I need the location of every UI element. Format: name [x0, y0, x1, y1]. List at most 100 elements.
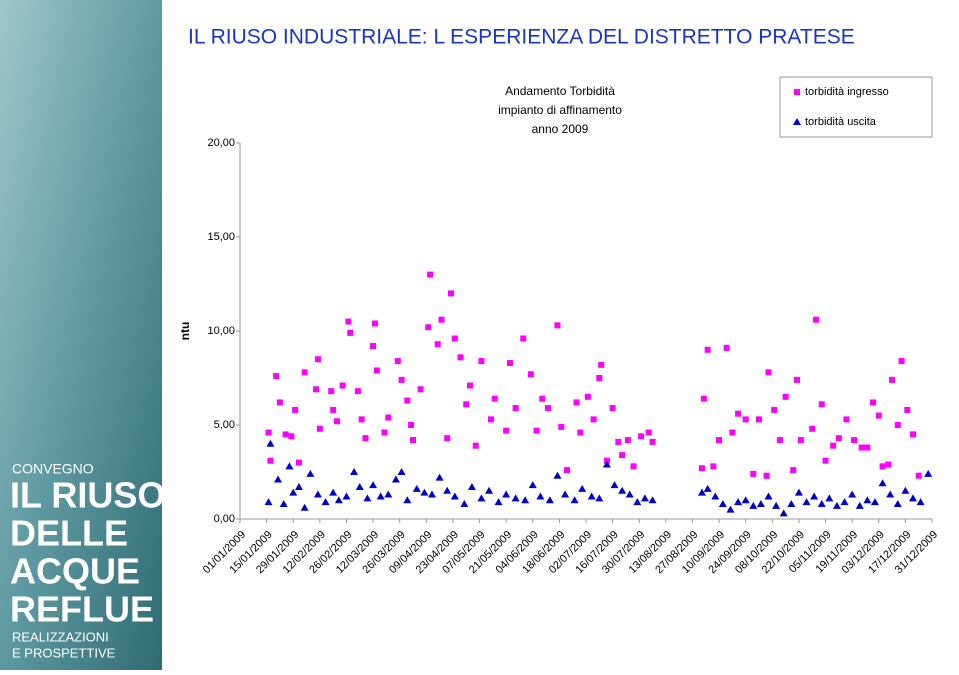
data-point — [563, 467, 570, 474]
sidebar-text: ACQUE — [10, 551, 140, 592]
data-point — [412, 484, 421, 492]
data-point — [342, 492, 351, 500]
data-point — [618, 486, 627, 494]
data-point — [314, 356, 321, 363]
data-point — [376, 492, 385, 500]
data-point — [855, 501, 864, 509]
data-point — [835, 435, 842, 442]
data-point — [506, 359, 513, 366]
data-point — [729, 429, 736, 436]
data-point — [491, 395, 498, 402]
data-point — [794, 488, 803, 496]
data-point — [451, 335, 458, 342]
data-point — [274, 475, 283, 483]
data-point — [898, 358, 905, 365]
data-point — [710, 463, 717, 470]
data-point — [381, 429, 388, 436]
data-point — [779, 509, 788, 517]
data-point — [494, 498, 503, 506]
data-point — [363, 494, 372, 502]
data-point — [886, 490, 895, 498]
data-point — [908, 494, 917, 502]
data-point — [410, 437, 416, 444]
data-point — [285, 462, 294, 470]
data-point — [328, 388, 335, 395]
data-point — [384, 490, 393, 498]
legend-label: torbidità ingresso — [805, 86, 889, 98]
data-point — [573, 399, 580, 406]
data-point — [924, 469, 933, 477]
data-point — [371, 320, 378, 327]
data-point — [408, 422, 415, 428]
data-point — [502, 490, 511, 498]
data-point — [347, 329, 354, 336]
y-tick-label: 15,00 — [207, 231, 235, 243]
data-point — [420, 488, 429, 496]
data-point — [267, 457, 274, 464]
data-point — [894, 422, 901, 428]
sidebar-text: REFLUE — [10, 589, 154, 630]
data-point — [295, 459, 302, 466]
data-point — [843, 416, 850, 423]
data-point — [813, 316, 820, 323]
data-point — [350, 468, 359, 475]
data-point — [472, 442, 479, 449]
data-point — [354, 388, 361, 395]
legend-box — [779, 76, 933, 138]
data-point — [527, 371, 534, 378]
y-tick-label: 0,00 — [214, 513, 235, 525]
data-point — [645, 429, 652, 436]
data-point — [584, 393, 591, 400]
data-point — [264, 498, 273, 506]
data-point — [417, 386, 424, 393]
data-point — [790, 467, 797, 474]
data-point — [830, 442, 837, 449]
data-point — [428, 490, 437, 498]
data-point — [394, 358, 401, 365]
data-point — [848, 490, 857, 498]
data-point — [545, 496, 554, 504]
data-point — [294, 483, 303, 491]
data-point — [570, 496, 579, 504]
data-point — [282, 431, 289, 438]
data-point — [539, 395, 546, 402]
data-point — [427, 271, 434, 278]
legend-label: torbidità uscita — [805, 116, 877, 128]
data-point — [749, 501, 758, 509]
data-point — [772, 501, 781, 509]
data-point — [630, 463, 637, 470]
sidebar-text: DELLE — [10, 513, 128, 554]
data-point — [292, 406, 299, 413]
data-point — [765, 369, 772, 376]
data-point — [718, 499, 727, 507]
data-point — [463, 401, 470, 408]
data-point — [333, 418, 340, 425]
data-point — [590, 416, 597, 423]
data-point — [624, 437, 631, 444]
data-point — [373, 367, 380, 374]
data-point — [554, 322, 561, 329]
data-point — [397, 468, 406, 475]
data-point — [477, 494, 486, 502]
data-point — [334, 496, 343, 504]
data-point — [306, 469, 315, 477]
sidebar-text: CONVEGNO — [12, 461, 94, 477]
data-point — [391, 475, 400, 483]
data-point — [345, 318, 352, 325]
data-point — [638, 433, 645, 440]
data-point — [648, 496, 657, 504]
data-point — [916, 498, 925, 506]
data-point — [802, 498, 811, 506]
data-point — [870, 399, 877, 406]
data-point — [915, 472, 922, 479]
data-point — [511, 494, 520, 502]
data-point — [577, 429, 584, 436]
data-point — [438, 316, 445, 323]
data-point — [485, 486, 494, 494]
legend-marker — [794, 89, 800, 95]
data-point — [330, 406, 337, 413]
data-point — [832, 501, 841, 509]
data-point — [863, 496, 872, 504]
data-point — [700, 395, 707, 402]
